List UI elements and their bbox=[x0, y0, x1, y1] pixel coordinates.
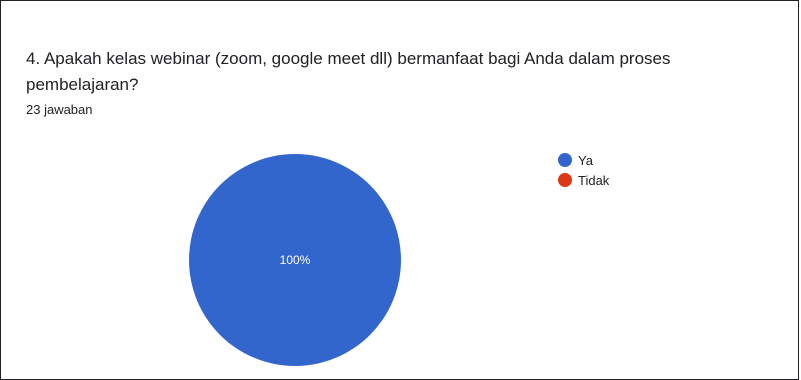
legend-item-ya: Ya bbox=[558, 150, 609, 170]
legend-swatch-tidak bbox=[558, 173, 572, 187]
pie-slice-ya-label: 100% bbox=[280, 253, 311, 267]
legend-item-tidak: Tidak bbox=[558, 170, 609, 190]
legend-label-ya: Ya bbox=[578, 152, 593, 168]
legend-swatch-ya bbox=[558, 153, 572, 167]
legend-label-tidak: Tidak bbox=[578, 172, 610, 188]
chart-legend: Ya Tidak bbox=[558, 150, 609, 190]
pie-slice-ya bbox=[189, 154, 401, 366]
question-title: 4. Apakah kelas webinar (zoom, google me… bbox=[26, 49, 671, 94]
response-count: 23 jawaban bbox=[26, 102, 93, 117]
